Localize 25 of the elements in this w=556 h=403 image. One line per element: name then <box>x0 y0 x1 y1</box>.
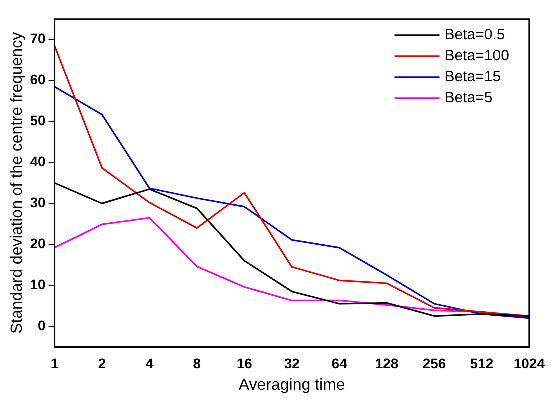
y-axis-title: Standard deviation of the centre frequency <box>9 32 26 334</box>
x-tick-label: 16 <box>236 355 253 372</box>
x-tick-label: 256 <box>422 355 446 372</box>
legend-label: Beta=5 <box>444 90 493 107</box>
x-tick-label: 1 <box>50 355 59 372</box>
y-tick-label: 70 <box>30 30 46 47</box>
x-tick-label: 128 <box>375 355 399 372</box>
legend-label: Beta=0.5 <box>444 26 506 44</box>
x-tick-label: 1024 <box>514 355 546 372</box>
y-tick-label: 10 <box>30 276 46 292</box>
legend-label: Beta=15 <box>444 68 502 86</box>
legend-label: Beta=100 <box>444 48 510 65</box>
x-tick-label: 8 <box>193 355 202 372</box>
x-tick-label: 4 <box>146 355 154 372</box>
x-tick-label: 64 <box>332 355 348 372</box>
x-tick-label: 32 <box>284 355 300 372</box>
y-tick-label: 50 <box>30 112 46 129</box>
y-tick-label: 60 <box>30 72 46 88</box>
x-axis-title: Averaging time <box>238 376 346 394</box>
y-tick-label: 0 <box>38 317 46 334</box>
y-tick-label: 20 <box>30 235 46 252</box>
y-tick-label: 30 <box>30 194 46 211</box>
x-tick-label: 2 <box>98 355 106 372</box>
x-tick-label: 512 <box>470 355 494 372</box>
y-tick-label: 40 <box>30 154 46 170</box>
